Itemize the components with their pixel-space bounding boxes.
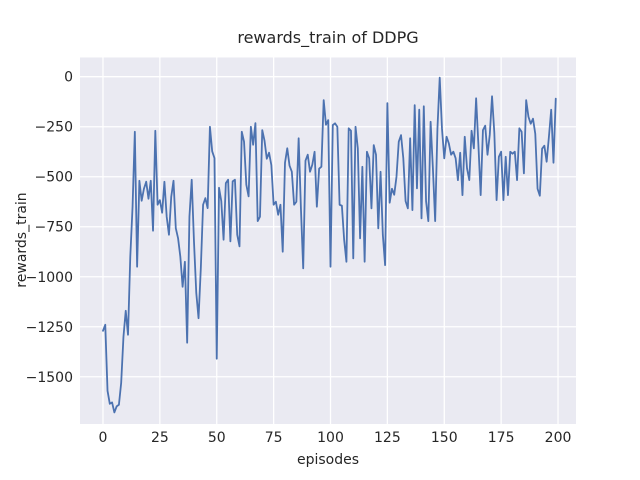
- y-tick-label: 0: [64, 70, 73, 86]
- y-tick-labels: 0 −250 −500 −750 −1000 −1250 −1500: [26, 70, 73, 386]
- x-tick-label: 125: [374, 430, 401, 446]
- x-tick-label: 100: [317, 430, 344, 446]
- x-tick-label: 75: [265, 430, 283, 446]
- x-axis-label: episodes: [297, 452, 359, 468]
- y-tick-label: −750: [35, 220, 73, 236]
- x-tick-label: 25: [151, 430, 169, 446]
- y-axis-label: rewards_train: [14, 192, 30, 287]
- x-tick-labels: 0 25 50 75 100 125 150 175 200: [99, 430, 572, 446]
- chart-title: rewards_train of DDPG: [237, 28, 418, 48]
- x-tick-label: 0: [99, 430, 108, 446]
- reward-line: [102, 76, 557, 414]
- y-tick-label: −1250: [26, 320, 73, 336]
- y-tick-label: −250: [35, 120, 73, 136]
- y-tick-label: −500: [35, 170, 73, 186]
- x-tick-label: 200: [545, 430, 572, 446]
- x-tick-label: 175: [488, 430, 515, 446]
- y-tick-label: −1500: [26, 370, 73, 386]
- y-tick-label: −1000: [26, 270, 73, 286]
- reward-line-series: [102, 76, 557, 414]
- x-tick-label: 50: [208, 430, 226, 446]
- x-tick-label: 150: [431, 430, 458, 446]
